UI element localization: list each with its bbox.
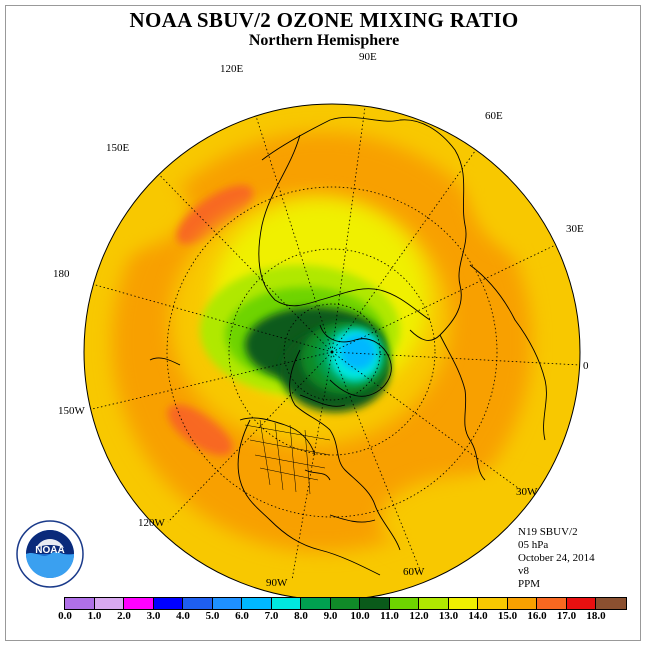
logo-text: NOAA — [35, 545, 64, 556]
color-scale-segment — [94, 598, 124, 609]
page-subtitle: Northern Hemisphere — [248, 32, 400, 49]
color-scale-segment — [65, 598, 95, 609]
color-scale-segment — [124, 598, 154, 609]
color-scale-tick-label: 7.0 — [264, 610, 279, 622]
color-scale-ticks: 0.0 1.0 2.0 3.0 4.0 5.0 6.0 7.0 8.0 9.0 10.0 11.0 12… — [50, 610, 610, 624]
color-scale-tick-label: 18.0 — [586, 610, 606, 622]
lon-label-90e: 90E — [359, 51, 377, 63]
color-scale-segment — [301, 598, 331, 609]
color-scale-tick-label: 6.0 — [235, 610, 249, 622]
color-scale-tick-label: 12.0 — [409, 610, 429, 622]
lon-label-60e: 60E — [485, 110, 503, 122]
color-scale-segment — [448, 598, 478, 609]
units-label: PPM — [518, 578, 541, 590]
version-label: v8 — [518, 565, 529, 577]
color-scale-segment — [419, 598, 449, 609]
instrument-label: N19 SBUV/2 — [518, 526, 578, 538]
pressure-label: 05 hPa — [518, 539, 549, 551]
color-scale — [64, 597, 627, 610]
lon-label-30e: 30E — [566, 223, 584, 235]
lon-label-150w: 150W — [58, 405, 85, 417]
color-scale-segment — [330, 598, 360, 609]
product-info: N19 SBUV/2 05 hPa October 24, 2014 v8 PP… — [518, 526, 595, 591]
figure-frame — [5, 5, 641, 641]
color-scale-segment — [183, 598, 213, 609]
color-scale-segment — [478, 598, 508, 609]
color-scale-tick-label: 8.0 — [294, 610, 308, 622]
color-scale-tick-label: 2.0 — [117, 610, 131, 622]
state-boundaries — [244, 419, 331, 495]
color-scale-tick-label: 13.0 — [438, 610, 459, 622]
color-scale-segment — [212, 598, 242, 609]
lon-label-0: 0 — [583, 360, 589, 372]
color-scale-segment — [153, 598, 183, 609]
color-scale-segment — [537, 598, 567, 609]
color-scale-tick-label: 14.0 — [468, 610, 488, 622]
color-scale-tick-label: 4.0 — [176, 610, 190, 622]
color-scale-tick-label: 3.0 — [146, 610, 161, 622]
color-scale-segment — [566, 598, 596, 609]
lon-label-150e: 150E — [106, 142, 130, 154]
color-scale-tick-label: 9.0 — [323, 610, 338, 622]
color-scale-tick-label: 16.0 — [527, 610, 547, 622]
color-scale-tick-label: 1.0 — [87, 610, 102, 622]
page-title: NOAA SBUV/2 OZONE MIXING RATIO — [129, 8, 519, 32]
ozone-field — [84, 104, 580, 600]
lon-label-30w: 30W — [516, 486, 538, 498]
lon-label-180: 180 — [53, 268, 70, 280]
lon-label-120e: 120E — [220, 63, 244, 75]
color-scale-segment — [389, 598, 419, 609]
color-scale-segment — [271, 598, 301, 609]
color-scale-segment — [360, 598, 390, 609]
lon-label-90w: 90W — [266, 577, 288, 589]
lon-label-60w: 60W — [403, 566, 425, 578]
color-scale-tick-label: 11.0 — [380, 610, 399, 622]
coastlines — [149, 116, 547, 576]
latitude-circles — [166, 186, 498, 518]
noaa-logo: NOAA — [16, 520, 84, 588]
color-scale-segment — [507, 598, 537, 609]
lon-label-120w: 120W — [138, 517, 165, 529]
color-scale-tick-label: 5.0 — [205, 610, 220, 622]
date-label: October 24, 2014 — [518, 552, 595, 564]
color-scale-tick-label: 10.0 — [350, 610, 370, 622]
color-scale-segment — [596, 598, 626, 609]
color-scale-tick-label: 17.0 — [556, 610, 577, 622]
color-scale-segment — [242, 598, 272, 609]
color-scale-tick-label: 0.0 — [58, 610, 72, 622]
color-scale-tick-label: 15.0 — [497, 610, 518, 622]
